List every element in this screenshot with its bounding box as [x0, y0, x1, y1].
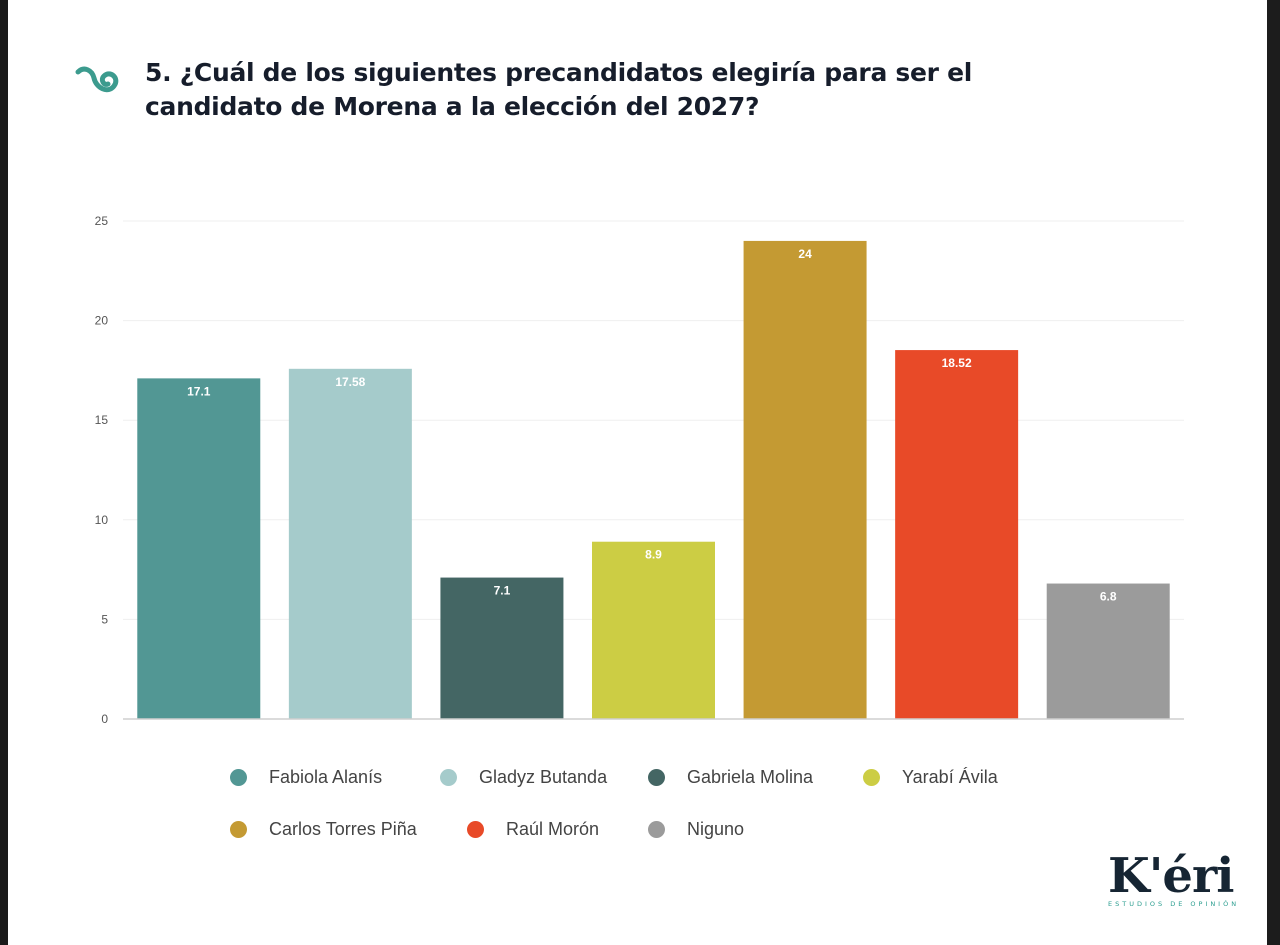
chart-title: 5. ¿Cuál de los siguientes precandidatos…: [145, 56, 1045, 124]
bar: [137, 378, 261, 719]
bar: [592, 541, 715, 719]
y-tick-label: 10: [95, 513, 109, 527]
legend-item: Raúl Morón: [467, 819, 599, 840]
legend-swatch: [467, 821, 484, 838]
bar: [1046, 583, 1170, 719]
spiral-icon: [75, 66, 119, 93]
legend-swatch: [648, 769, 665, 786]
legend-swatch: [648, 821, 665, 838]
legend-label: Raúl Morón: [506, 819, 600, 839]
y-tick-label: 5: [101, 612, 108, 626]
bar: [440, 577, 564, 719]
y-tick-label: 25: [95, 214, 109, 228]
legend-label: Niguno: [687, 819, 745, 839]
legend-label: Fabiola Alanís: [269, 767, 383, 787]
bar: [743, 240, 867, 720]
logo-subtitle: ESTUDIOS DE OPINIÓN: [1108, 900, 1240, 908]
keri-logo: K'éri ESTUDIOS DE OPINIÓN: [1108, 848, 1244, 908]
slide: 5. ¿Cuál de los siguientes precandidatos…: [8, 0, 1267, 945]
legend-swatch: [230, 821, 247, 838]
data-label: 6.8: [1100, 590, 1117, 604]
legend-item: Yarabí Ávila: [863, 767, 998, 788]
y-tick-label: 15: [95, 413, 109, 427]
data-label: 18.52: [942, 356, 972, 370]
y-tick-label: 0: [101, 712, 108, 726]
y-tick-label: 20: [95, 314, 109, 328]
legend: Fabiola Alanís Gladyz Butanda Gabriela Mol…: [8, 0, 1267, 945]
legend-item: Gladyz Butanda: [440, 767, 607, 788]
data-label: 17.58: [335, 375, 365, 389]
logo-wordmark: K'éri: [1108, 848, 1234, 904]
bar: [288, 368, 412, 719]
title-line-1: 5. ¿Cuál de los siguientes precandidatos…: [145, 58, 973, 87]
data-label: 17.1: [187, 384, 211, 398]
legend-label: Carlos Torres Piña: [269, 819, 417, 839]
legend-item: Carlos Torres Piña: [230, 819, 417, 840]
bar-chart: 0 5 10 15 20 25 17.1 17.58 7.1 8.9 24 18.52 6.8: [95, 214, 1184, 726]
legend-item: Gabriela Molina: [648, 767, 813, 788]
legend-label: Yarabí Ávila: [902, 767, 998, 787]
data-label: 8.9: [645, 548, 662, 562]
legend-swatch: [230, 769, 247, 786]
data-label: 7.1: [494, 584, 511, 598]
data-label: 24: [798, 247, 812, 261]
legend-label: Gabriela Molina: [687, 767, 814, 787]
title-line-2: candidato de Morena a la elección del 20…: [145, 92, 760, 121]
legend-label: Gladyz Butanda: [479, 767, 608, 787]
bar: [895, 350, 1019, 719]
legend-swatch: [440, 769, 457, 786]
legend-item: Fabiola Alanís: [230, 767, 382, 788]
legend-swatch: [863, 769, 880, 786]
legend-item: Niguno: [648, 819, 744, 840]
window-edge: [1267, 0, 1280, 945]
